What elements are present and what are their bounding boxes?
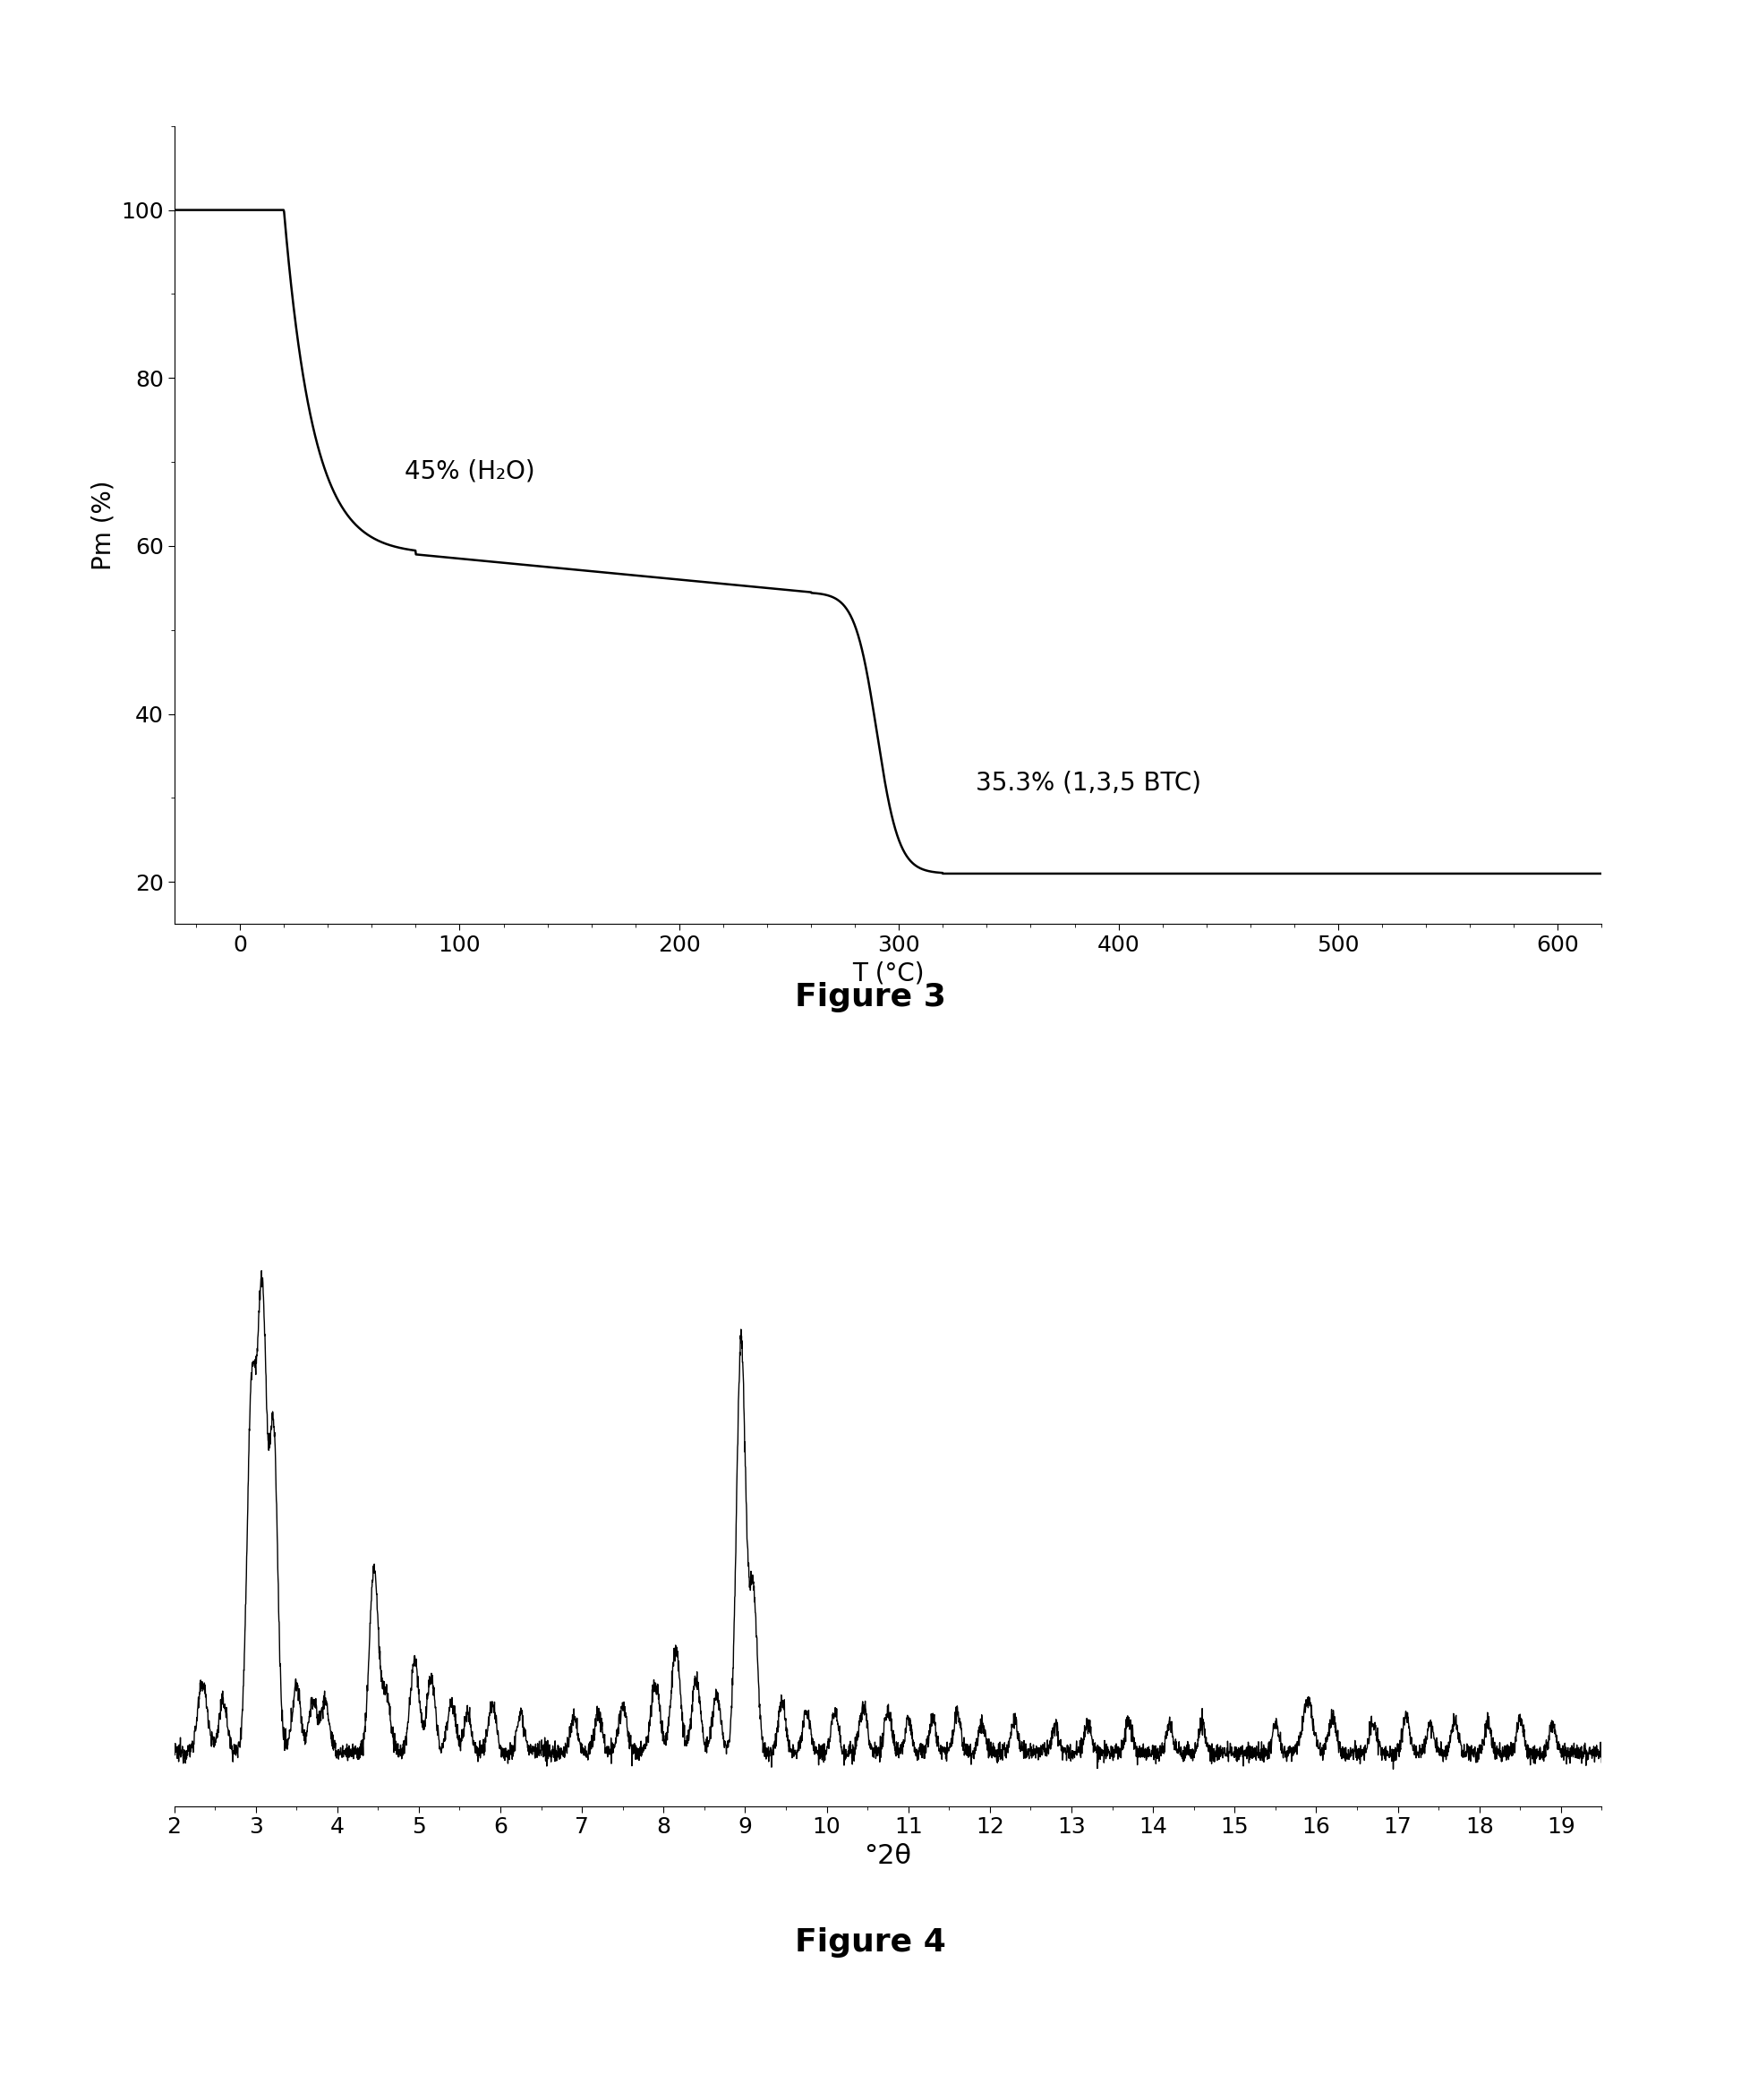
X-axis label: T (°C): T (°C) (851, 962, 924, 987)
Text: Figure 3: Figure 3 (796, 983, 945, 1012)
Text: Figure 4: Figure 4 (796, 1928, 945, 1957)
X-axis label: °2θ: °2θ (864, 1844, 912, 1869)
Text: 35.3% (1,3,5 BTC): 35.3% (1,3,5 BTC) (975, 771, 1201, 796)
Y-axis label: Pm (%): Pm (%) (91, 481, 117, 569)
Text: 45% (H₂O): 45% (H₂O) (404, 460, 534, 485)
